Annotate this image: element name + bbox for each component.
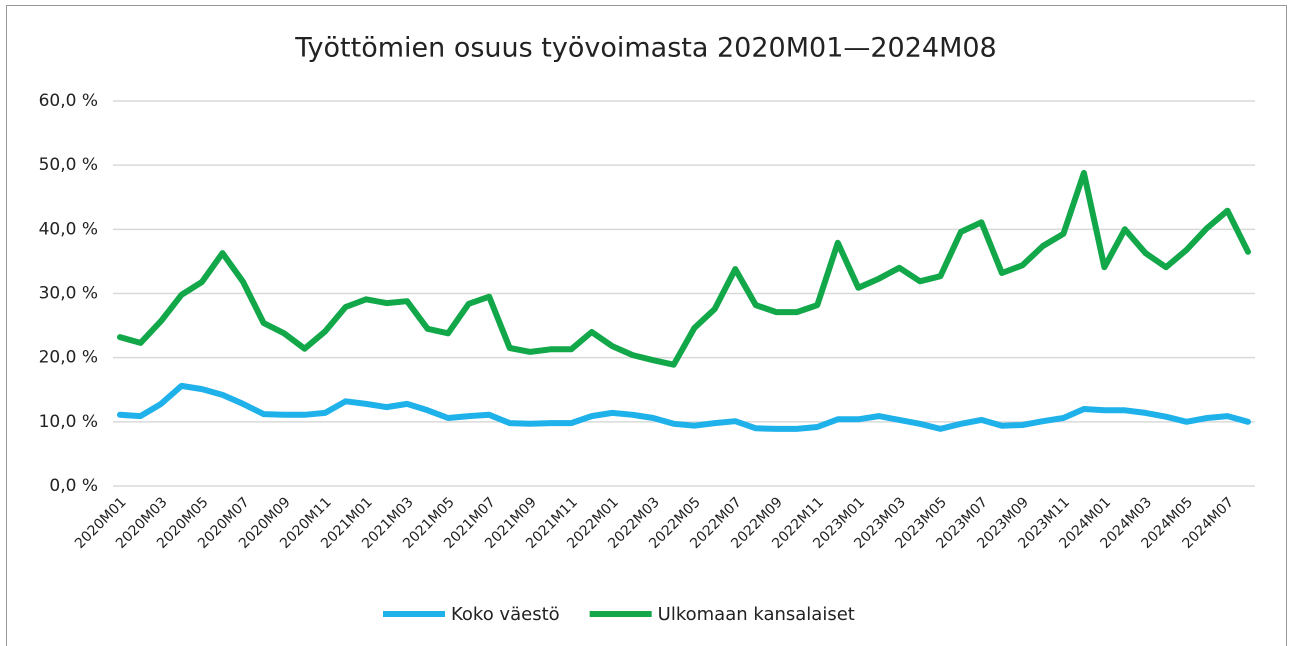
legend-label: Koko väestö [451,604,560,625]
y-tick-label: 40,0 % [39,219,98,239]
y-tick-label: 10,0 % [39,412,98,432]
series-line [117,169,1251,368]
chart-frame [6,5,1287,646]
legend-label: Ulkomaan kansalaiset [658,604,855,625]
y-tick-label: 30,0 % [39,284,98,304]
series-line [117,382,1251,432]
y-tick-label: 50,0 % [39,155,98,175]
y-tick-label: 20,0 % [39,348,98,368]
chart-title: Työttömien osuus työvoimasta 2020M01—202… [294,33,997,64]
y-tick-label: 60,0 % [39,91,98,111]
y-tick-label: 0,0 % [49,476,98,496]
